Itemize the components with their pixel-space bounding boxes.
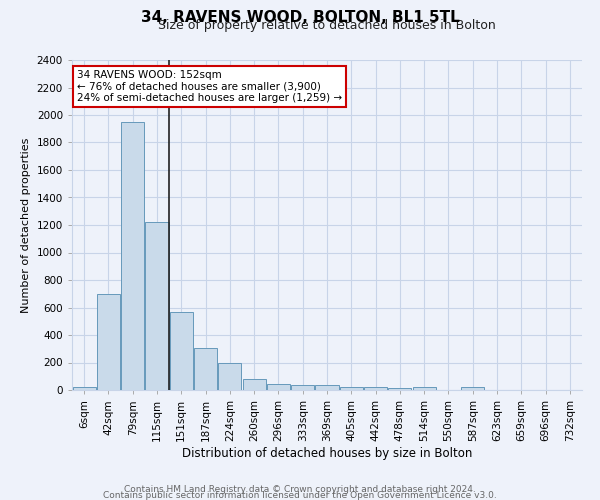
Bar xyxy=(145,222,169,390)
Bar xyxy=(413,387,436,390)
Bar xyxy=(73,387,95,390)
Bar xyxy=(364,387,387,390)
Text: Contains public sector information licensed under the Open Government Licence v3: Contains public sector information licen… xyxy=(103,490,497,500)
Text: 34, RAVENS WOOD, BOLTON, BL1 5TL: 34, RAVENS WOOD, BOLTON, BL1 5TL xyxy=(140,10,460,25)
Bar xyxy=(340,387,363,390)
Bar xyxy=(121,122,144,390)
Title: Size of property relative to detached houses in Bolton: Size of property relative to detached ho… xyxy=(158,20,496,32)
Bar xyxy=(194,348,217,390)
Bar xyxy=(242,379,266,390)
Bar xyxy=(170,312,193,390)
Bar xyxy=(97,294,120,390)
X-axis label: Distribution of detached houses by size in Bolton: Distribution of detached houses by size … xyxy=(182,446,472,460)
Bar xyxy=(316,385,338,390)
Y-axis label: Number of detached properties: Number of detached properties xyxy=(21,138,31,312)
Bar xyxy=(267,384,290,390)
Text: 34 RAVENS WOOD: 152sqm
← 76% of detached houses are smaller (3,900)
24% of semi-: 34 RAVENS WOOD: 152sqm ← 76% of detached… xyxy=(77,70,342,103)
Bar xyxy=(388,388,412,390)
Bar xyxy=(218,362,241,390)
Text: Contains HM Land Registry data © Crown copyright and database right 2024.: Contains HM Land Registry data © Crown c… xyxy=(124,484,476,494)
Bar xyxy=(461,387,484,390)
Bar xyxy=(291,385,314,390)
